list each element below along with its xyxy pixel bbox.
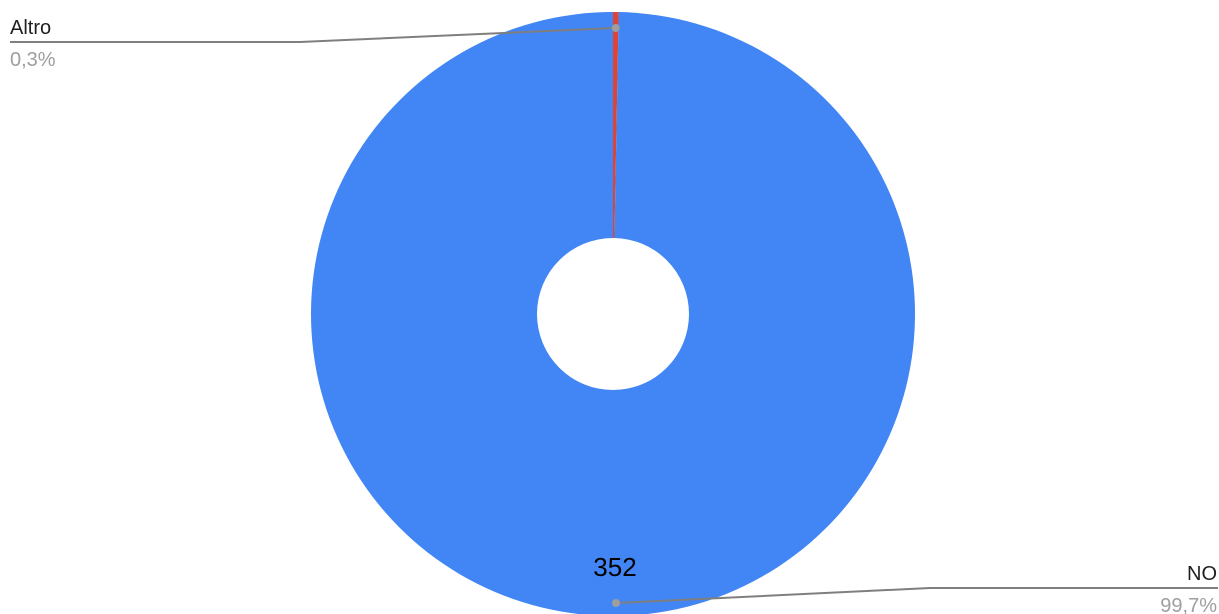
donut-hole	[537, 238, 689, 390]
slice-percent-altro: 0,3%	[10, 49, 56, 71]
leader-dot-no	[612, 599, 620, 607]
slice-label-altro: Altro	[10, 17, 51, 39]
leader-line-altro	[10, 27, 616, 43]
slice-label-no: NO	[1187, 563, 1217, 585]
leader-dot-altro	[611, 24, 620, 33]
slice-value-no: 352	[593, 552, 636, 582]
slice-percent-no: 99,7%	[1160, 595, 1217, 614]
leader-line-no	[615, 587, 1218, 604]
